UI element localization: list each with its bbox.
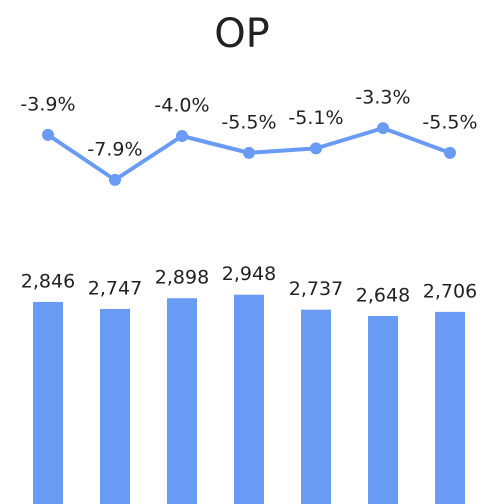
- bar: [435, 311, 465, 504]
- bar-label: 2,648: [356, 284, 410, 306]
- bar: [167, 298, 197, 504]
- line-point: [42, 128, 54, 141]
- line-point: [243, 146, 255, 159]
- line-point: [109, 173, 121, 186]
- bar: [100, 308, 130, 504]
- bar-label: 2,898: [155, 267, 209, 289]
- line-point: [377, 122, 389, 135]
- bar: [368, 315, 398, 504]
- bar: [234, 294, 264, 504]
- line-label: -5.1%: [288, 107, 343, 129]
- bar-label: 2,706: [423, 280, 477, 302]
- line-label: -4.0%: [154, 95, 209, 117]
- bar: [33, 301, 63, 504]
- line-label: -3.9%: [20, 93, 75, 115]
- line-label: -3.3%: [355, 87, 410, 109]
- bar: [301, 309, 331, 504]
- bar-label: 2,948: [222, 263, 276, 285]
- bar-label: 2,846: [21, 270, 75, 292]
- bar-label: 2,737: [289, 278, 343, 300]
- chart-title: OP: [214, 11, 270, 57]
- bar-label: 2,747: [88, 277, 142, 299]
- line-point: [310, 142, 322, 155]
- line-label: -5.5%: [422, 111, 477, 133]
- line-point: [176, 130, 188, 142]
- line-label: -5.5%: [221, 111, 276, 133]
- line-label: -7.9%: [87, 138, 142, 160]
- line-point: [444, 146, 456, 159]
